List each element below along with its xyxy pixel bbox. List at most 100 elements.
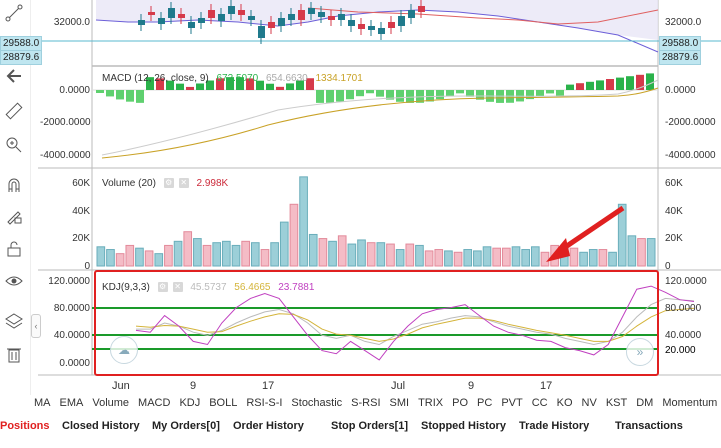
- tab-closed-history[interactable]: Closed History: [62, 420, 140, 432]
- close-icon[interactable]: ✕: [178, 178, 189, 189]
- candle-body: [358, 24, 365, 29]
- tab-trade-history[interactable]: Trade History: [519, 420, 590, 432]
- indicator-kst[interactable]: KST: [605, 397, 628, 409]
- volume-label-right: 60K: [665, 178, 683, 189]
- volume-bar: [328, 240, 337, 267]
- macd-histogram-bar: [206, 80, 214, 90]
- volume-label-right: 20K: [665, 233, 683, 244]
- cloud-icon[interactable]: ☁: [110, 336, 138, 364]
- macd-histogram-bar: [626, 76, 634, 90]
- indicator-boll[interactable]: BOLL: [209, 397, 238, 409]
- macd-histogram-bar: [336, 90, 344, 102]
- volume-label-right: 40K: [665, 206, 683, 217]
- price-label-left: 32000.0: [53, 17, 90, 28]
- tab-stopped-history[interactable]: Stopped History: [421, 420, 506, 432]
- macd-histogram-bar: [296, 80, 304, 90]
- x-axis-label: 17: [540, 380, 553, 392]
- volume-bar: [376, 242, 386, 267]
- indicator-cc[interactable]: CC: [531, 397, 548, 409]
- macd-histogram-bar: [436, 90, 444, 100]
- eye-icon[interactable]: [3, 270, 25, 292]
- scroll-to-latest-icon[interactable]: »: [626, 338, 654, 366]
- volume-bars: [96, 176, 656, 267]
- indicator-macd[interactable]: MACD: [138, 397, 171, 409]
- back-arrow-icon[interactable]: [3, 65, 25, 87]
- volume-label-left: 60K: [72, 178, 90, 189]
- macd-histogram-bar: [456, 90, 464, 94]
- macd-histogram-bar: [286, 83, 294, 90]
- macd-label-right: -2000.0000: [665, 117, 716, 128]
- macd-histogram-bar: [306, 78, 314, 90]
- annotation-arrow-head: [546, 238, 570, 262]
- volume-bar: [250, 242, 260, 267]
- tab-my-orders[interactable]: My Orders[0]: [152, 420, 220, 432]
- kdj-label-left: 120.0000: [48, 276, 90, 287]
- volume-bar: [502, 247, 511, 267]
- volume-title: Volume (20): [102, 178, 156, 189]
- close-icon[interactable]: ✕: [172, 282, 183, 293]
- indicator-stochastic[interactable]: Stochastic: [291, 397, 343, 409]
- chart-canvas[interactable]: [38, 0, 721, 395]
- macd-histogram-bar: [316, 90, 324, 103]
- tab-stop-orders[interactable]: Stop Orders[1]: [331, 420, 409, 432]
- kdj-j-value: 23.7881: [278, 282, 315, 293]
- volume-label-left: 20K: [72, 233, 90, 244]
- macd-histogram-bar: [646, 73, 654, 90]
- volume-bar: [415, 244, 424, 267]
- volume-bar: [347, 243, 357, 267]
- volume-bar: [125, 244, 135, 267]
- settings-icon[interactable]: ⚙: [163, 178, 174, 189]
- volume-bar: [386, 243, 395, 267]
- volume-bar: [212, 242, 222, 267]
- collapse-toolbar-button[interactable]: ‹: [31, 314, 41, 338]
- zoom-in-icon[interactable]: [3, 134, 25, 156]
- layers-icon[interactable]: [3, 310, 25, 332]
- annotation-arrow: [556, 205, 625, 255]
- candle-body: [398, 16, 405, 26]
- tab-positions[interactable]: Positions: [0, 420, 50, 432]
- indicator-pc[interactable]: PC: [477, 397, 493, 409]
- macd-label-left: 0.0000: [59, 85, 90, 96]
- indicator-ko[interactable]: KO: [556, 397, 573, 409]
- volume-bar: [231, 244, 241, 267]
- trend-line-icon[interactable]: [3, 2, 25, 24]
- indicator-ema[interactable]: EMA: [59, 397, 84, 409]
- indicator-ma[interactable]: MA: [34, 397, 51, 409]
- indicator-volume[interactable]: Volume: [92, 397, 130, 409]
- macd-label-right: -4000.0000: [665, 150, 716, 161]
- macd-histogram-bar: [326, 90, 334, 103]
- trash-icon[interactable]: [3, 343, 25, 365]
- indicator-s-rsi[interactable]: S-RSI: [351, 397, 381, 409]
- tab-transactions[interactable]: Transactions: [615, 420, 683, 432]
- volume-bar: [173, 240, 183, 267]
- ruler-icon[interactable]: [3, 100, 25, 122]
- x-axis-label: 9: [190, 380, 197, 392]
- lock-drawings-icon[interactable]: [3, 205, 25, 227]
- macd-label-right: 0.0000: [665, 85, 696, 96]
- kdj-title: KDJ(9,3,3): [102, 282, 150, 293]
- macd-line: [101, 79, 659, 156]
- kdj-label-right: 40.0000: [665, 330, 702, 341]
- magnet-icon[interactable]: [3, 174, 25, 196]
- indicator-po[interactable]: PO: [452, 397, 469, 409]
- volume-bar: [222, 240, 231, 267]
- indicator-trix[interactable]: TRIX: [418, 397, 444, 409]
- settings-icon[interactable]: ⚙: [157, 282, 168, 293]
- kdj-label-right: 80.0000: [665, 303, 702, 314]
- tab-order-history[interactable]: Order History: [233, 420, 304, 432]
- volume-bar: [463, 249, 473, 267]
- macd-histogram-bar: [446, 90, 454, 97]
- lock-icon[interactable]: [3, 238, 25, 260]
- macd-histogram-bar: [346, 90, 354, 100]
- indicator-pvt[interactable]: PVT: [501, 397, 523, 409]
- macd-histogram-bar: [96, 90, 104, 93]
- indicator-momentum[interactable]: Momentum: [662, 397, 718, 409]
- indicator-smi[interactable]: SMI: [389, 397, 410, 409]
- kdj-series-k: [136, 297, 695, 346]
- indicator-kdj[interactable]: KDJ: [179, 397, 201, 409]
- indicator-dm[interactable]: DM: [636, 397, 654, 409]
- indicator-rsi-s-i[interactable]: RSI-S-I: [246, 397, 283, 409]
- bollinger-lower: [95, 9, 659, 53]
- indicator-nv[interactable]: NV: [581, 397, 597, 409]
- volume-bar: [115, 253, 125, 267]
